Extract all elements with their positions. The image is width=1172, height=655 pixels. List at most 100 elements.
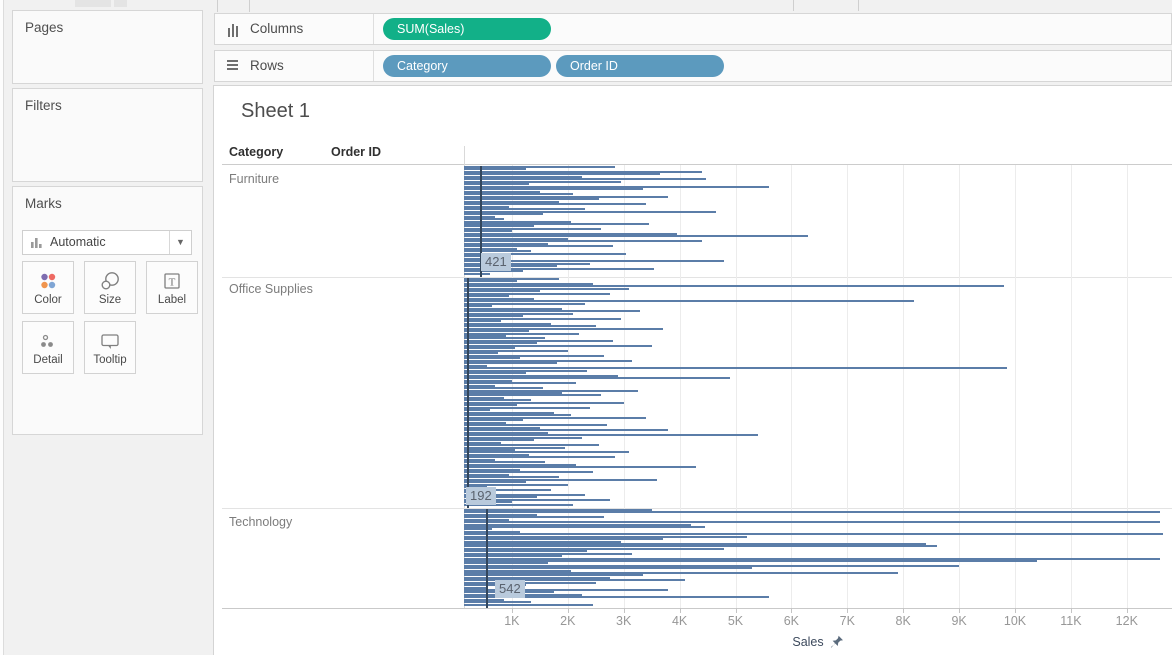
sales-bar[interactable] [464,392,563,394]
sales-bar[interactable] [464,232,677,235]
sales-bar[interactable] [464,377,730,380]
sales-bar[interactable] [464,530,521,533]
sales-bar[interactable] [464,327,663,330]
sales-bar[interactable] [464,579,686,582]
sales-bar[interactable] [464,471,593,474]
sales-bar[interactable] [464,379,512,382]
sales-bar[interactable] [464,322,552,325]
columns-shelf[interactable]: Columns SUM(Sales) [214,13,1172,45]
sales-bar[interactable] [464,278,560,280]
sales-bar[interactable] [464,421,507,424]
sales-bar[interactable] [464,280,518,283]
sales-bar[interactable] [464,173,661,176]
detail-button[interactable]: Detail [22,321,74,374]
sales-bar[interactable] [464,426,540,429]
pages-shelf[interactable]: Pages [12,10,203,84]
sales-bar[interactable] [464,227,602,230]
sales-bar[interactable] [464,550,588,553]
sales-bar[interactable] [464,406,591,409]
tooltip-button[interactable]: Tooltip [84,321,136,374]
sales-bar[interactable] [464,439,535,442]
sales-bar[interactable] [464,456,616,459]
sales-bar[interactable] [464,540,621,543]
sales-bar[interactable] [464,538,663,541]
pin-icon[interactable] [830,635,844,649]
sales-bar[interactable] [464,347,515,350]
sales-bar[interactable] [464,586,487,589]
sales-bar[interactable] [464,523,691,526]
sales-bar[interactable] [464,528,493,531]
sales-bar[interactable] [464,225,535,228]
sales-bar[interactable] [464,509,652,511]
sales-bar[interactable] [464,297,535,300]
sales-bar[interactable] [464,411,554,414]
sales-bar[interactable] [464,200,560,203]
sales-bar[interactable] [464,282,593,285]
sales-bar[interactable] [464,183,529,186]
sales-bar[interactable] [464,178,707,181]
sales-bar[interactable] [464,205,510,208]
sales-bar[interactable] [464,463,577,466]
size-button[interactable]: Size [84,261,136,314]
sales-bar[interactable] [464,372,526,375]
sales-bar[interactable] [464,434,758,437]
sales-bar[interactable] [464,354,605,357]
sales-bar[interactable] [464,210,716,213]
sales-bar[interactable] [464,300,915,303]
sales-bar[interactable] [464,330,529,333]
sales-bar[interactable] [464,521,1161,524]
sales-bar[interactable] [464,195,669,198]
sales-bar[interactable] [464,302,585,305]
category-column-header[interactable]: Category [229,145,284,159]
sales-bar[interactable] [464,344,652,347]
sales-bar[interactable] [464,382,577,385]
pill-order-id[interactable]: Order ID [556,55,724,77]
sales-bar[interactable] [464,185,770,188]
sales-bar[interactable] [464,444,599,447]
sales-bar[interactable] [464,498,610,501]
sales-bar[interactable] [464,547,725,550]
sales-bar[interactable] [464,449,515,451]
sales-bar[interactable] [464,589,669,592]
sales-bar[interactable] [464,267,655,270]
sales-bar[interactable] [464,242,549,245]
pill-sum-sales[interactable]: SUM(Sales) [383,18,551,40]
sales-bar[interactable] [464,598,504,601]
filters-shelf[interactable]: Filters [12,88,203,182]
sales-bar[interactable] [464,247,518,250]
sales-bar[interactable] [464,310,641,313]
sales-bar[interactable] [464,503,574,506]
sales-bar[interactable] [464,581,596,584]
sales-bar[interactable] [464,168,526,171]
sales-bar[interactable] [464,190,540,193]
sales-bar[interactable] [464,404,518,407]
sales-bar[interactable] [464,414,571,417]
sales-bar[interactable] [464,270,524,273]
plot-area[interactable]: 421 192 542 [464,165,1172,608]
sales-bar[interactable] [464,292,610,295]
sales-bar[interactable] [464,335,507,337]
pill-category[interactable]: Category [383,55,551,77]
sales-bar[interactable] [464,496,538,499]
sales-bar[interactable] [464,213,543,216]
row-label-furniture[interactable]: Furniture [229,172,280,186]
sales-bar[interactable] [464,542,926,545]
sales-bar[interactable] [464,364,487,367]
sales-bar[interactable] [464,409,490,412]
sales-bar[interactable] [464,419,524,422]
color-button[interactable]: Color [22,261,74,314]
sales-bar[interactable] [464,166,616,168]
sales-bar[interactable] [464,320,501,323]
sales-bar[interactable] [464,252,627,255]
sales-bar[interactable] [464,325,596,328]
sales-bar[interactable] [464,260,725,263]
sales-bar[interactable] [464,431,549,434]
sales-bar[interactable] [464,399,532,402]
sales-bar[interactable] [464,369,588,372]
sales-bar[interactable] [464,359,633,362]
sales-bar[interactable] [464,193,574,196]
sales-bar[interactable] [464,387,543,390]
sales-bar[interactable] [464,596,770,599]
sales-bar[interactable] [464,555,563,558]
sales-bar[interactable] [464,396,504,399]
